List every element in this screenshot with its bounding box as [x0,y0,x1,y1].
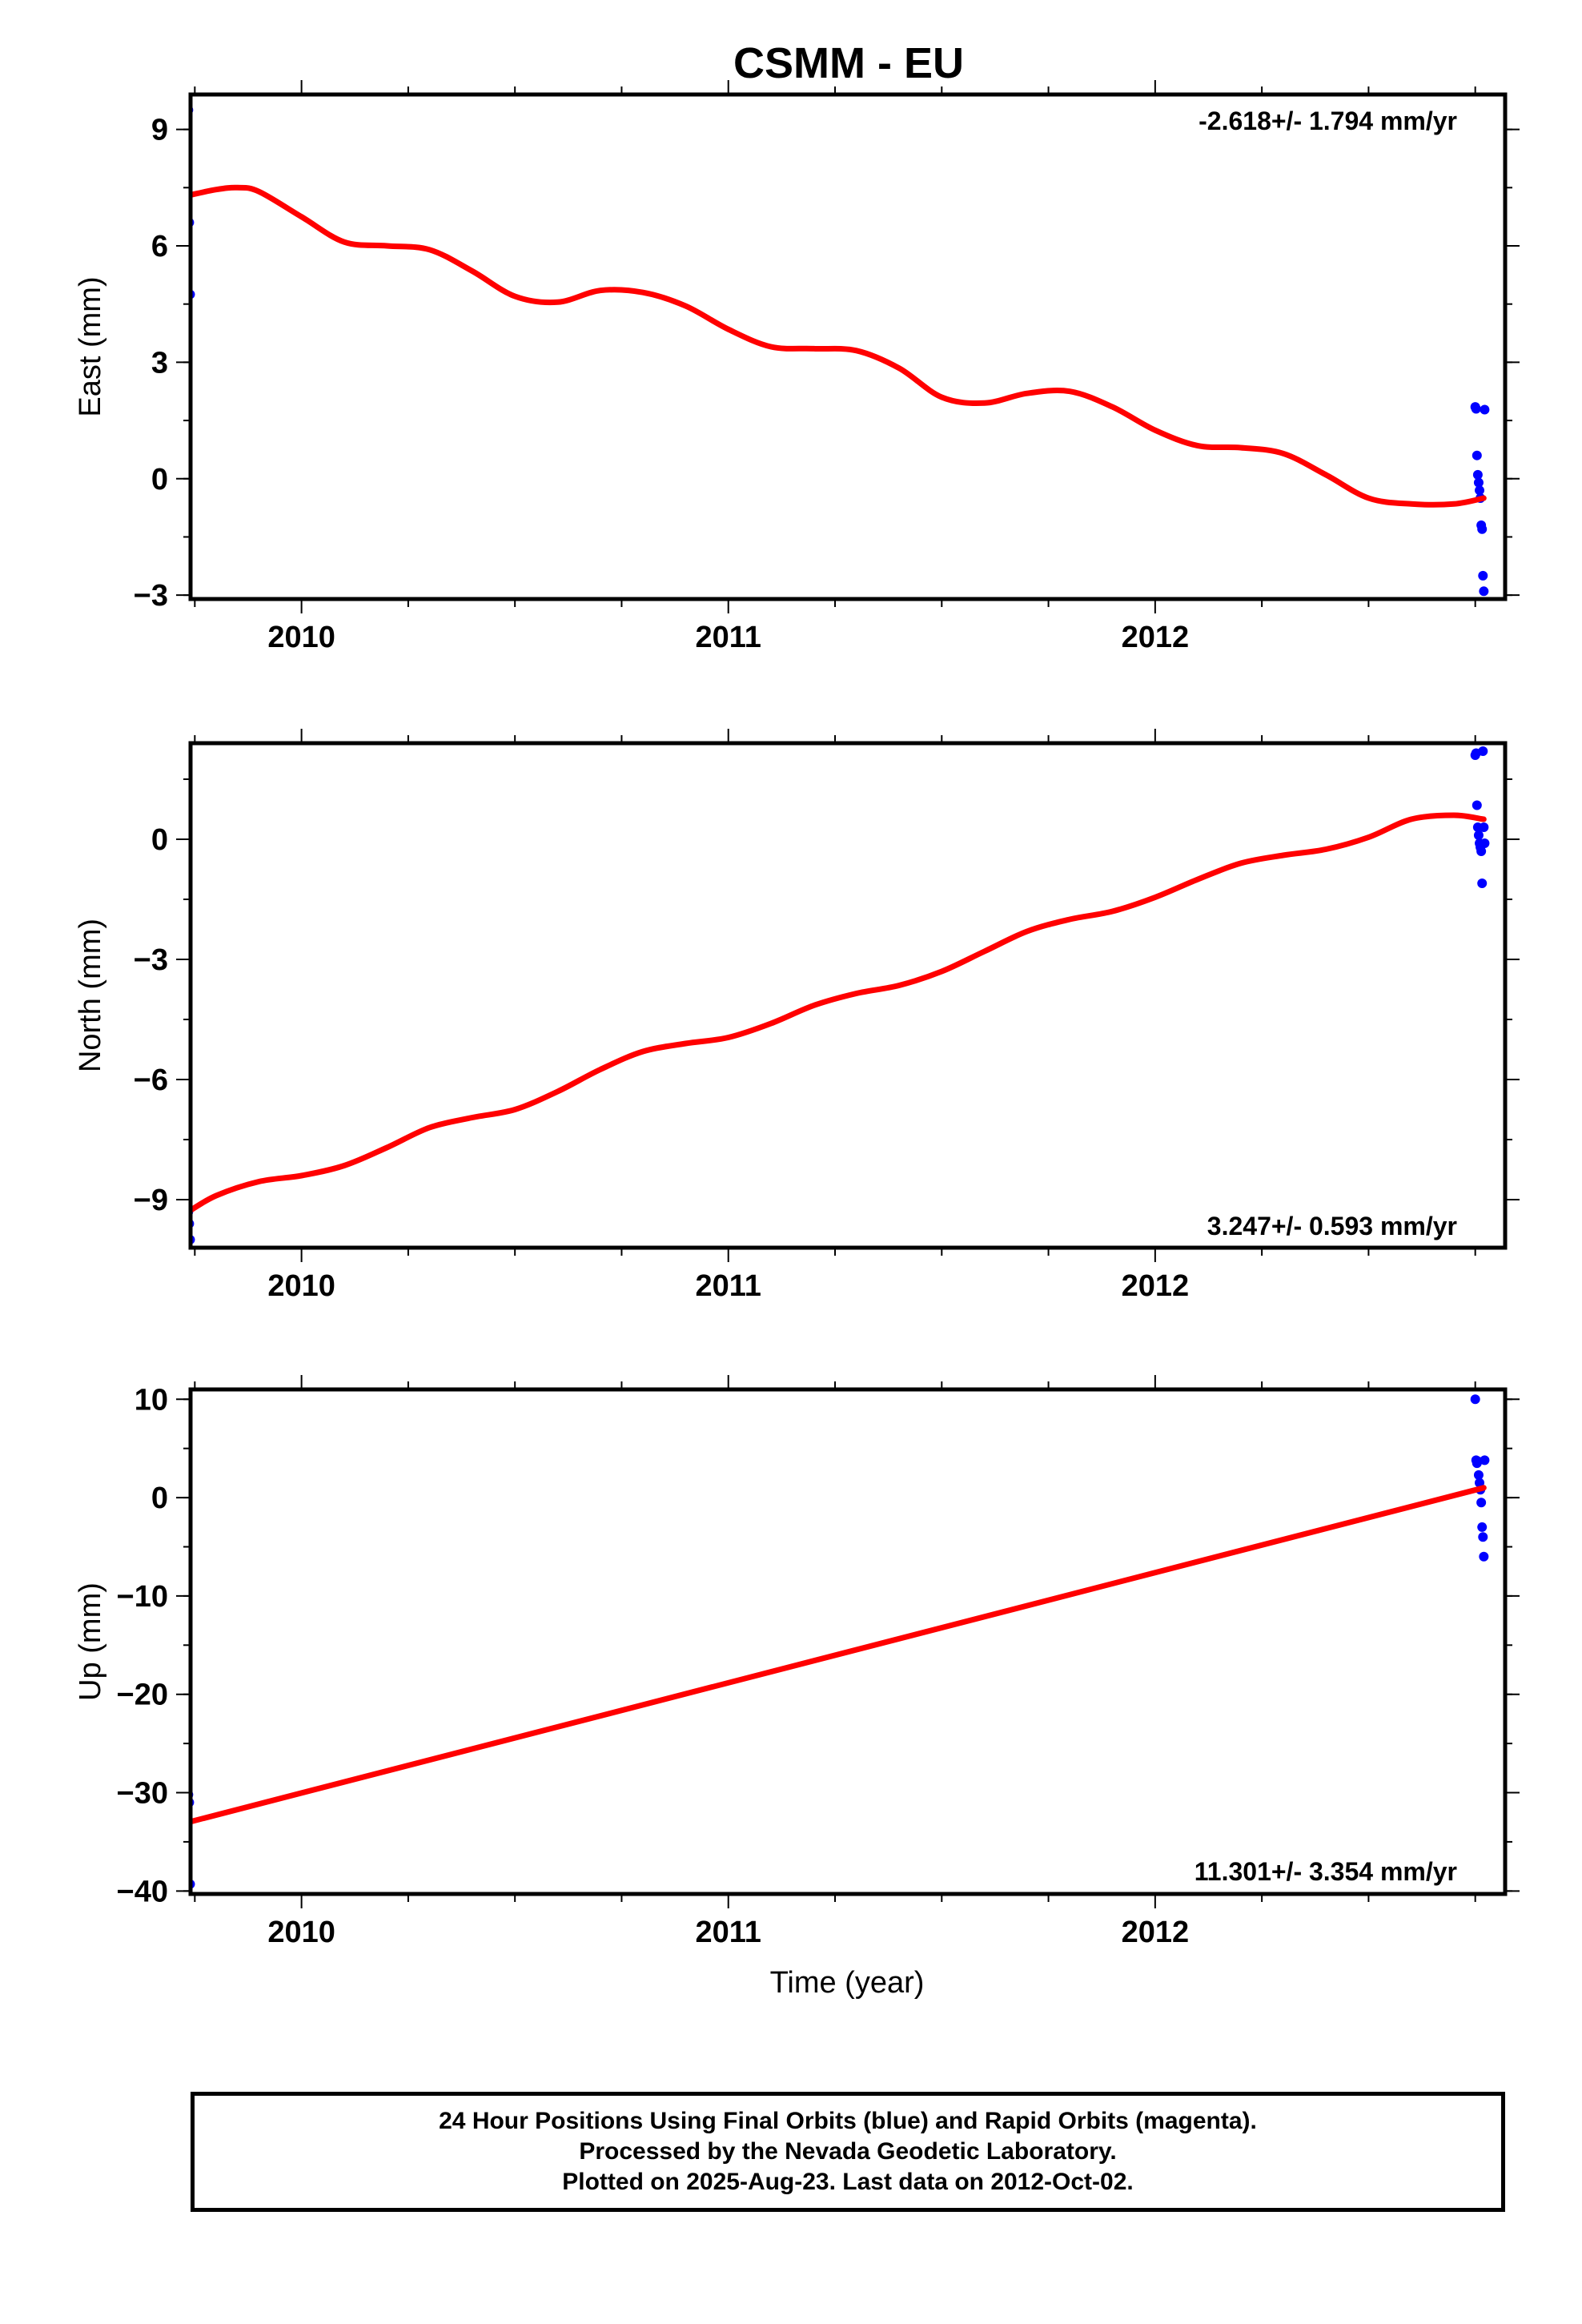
data-point-up [1479,1551,1489,1562]
rate-label-east: -2.618+/- 1.794 mm/yr [1199,107,1457,135]
x-tick-label: 2012 [1122,621,1190,654]
y-tick-label: 0 [151,463,168,497]
y-axis-label-up: Up (mm) [74,1582,107,1701]
y-tick-label: 0 [151,1482,168,1515]
x-axis-label: Time (year) [770,1966,925,2000]
x-tick-label: 2010 [267,621,335,654]
y-tick-label: −3 [134,943,168,977]
panel-north: 2010 2011 2012 −9 −6 −3 0 North (mm) 3.247+/- 0.… [74,729,1520,1303]
axes-frame-north [188,741,1508,1250]
x-tick-label: 2012 [1122,1269,1190,1303]
y-tick-label: −6 [134,1063,168,1097]
x-tick-label: 2012 [1122,1916,1190,1949]
panel-up: 2010 2011 2012 −40 −30 −20 −10 0 10 Up (mm) 11.301… [74,1375,1520,1949]
y-axis-label-east: East (mm) [74,276,107,416]
data-point-up [1478,1532,1488,1542]
rate-label-up: 11.301+/- 3.354 mm/yr [1195,1857,1457,1886]
fit-line-east [191,184,1487,508]
data-point-east [1477,524,1488,534]
y-tick-label: −40 [117,1875,168,1908]
y-tick-label: 3 [151,346,168,380]
x-tick-label: 2011 [696,621,761,654]
data-point-up [1477,1522,1488,1532]
data-point-up [1476,1498,1487,1508]
data-point-north [1472,800,1482,810]
data-point-east [1472,469,1483,480]
figure-title: CSMM - EU [733,39,964,87]
axes-frame-east [188,92,1508,601]
y-tick-label: −3 [134,579,168,613]
data-point-east [1480,404,1490,415]
y-tick-label: −20 [117,1679,168,1712]
data-point-north [1477,879,1488,888]
data-point-north [1473,830,1484,840]
axes-frame-up [188,1387,1508,1896]
y-tick-label: 9 [151,114,168,147]
data-point-east [1472,450,1482,460]
rate-label-north: 3.247+/- 0.593 mm/yr [1207,1212,1457,1240]
y-tick-label: −9 [134,1184,168,1217]
y-axis-label-north: North (mm) [74,919,107,1072]
data-point-north [1476,846,1487,856]
data-point-up [1473,1470,1484,1480]
data-point-north [1480,838,1490,848]
panel-east: 2010 2011 2012 −3 0 3 6 9 East (mm) -2.618+/- 1.7… [74,80,1520,654]
data-point-east [1471,404,1481,414]
data-point-up [1470,1394,1480,1405]
footer-line-2: Processed by the Nevada Geodetic Laborat… [579,2138,1117,2165]
data-point-east [1479,586,1489,597]
plot-area-east [191,106,1490,597]
fit-line-up [191,1485,1487,1825]
y-tick-label: 0 [151,823,168,857]
plot-area-north [191,746,1490,1244]
footer-line-1: 24 Hour Positions Using Final Orbits (bl… [439,2108,1257,2134]
data-point-north [1478,746,1488,756]
data-point-east [1473,477,1484,488]
fit-line-north [191,812,1487,1214]
plot-area-up [191,1394,1490,1889]
y-tick-label: 6 [151,230,168,263]
data-point-north [1479,822,1489,832]
y-tick-label: −10 [117,1580,168,1614]
x-tick-label: 2011 [696,1269,761,1303]
footer-caption-box: 24 Hour Positions Using Final Orbits (bl… [191,2092,1505,2212]
x-tick-label: 2010 [267,1269,335,1303]
x-tick-label: 2011 [696,1916,761,1949]
data-point-east [1475,485,1485,496]
y-tick-label: 10 [135,1383,168,1417]
x-tick-label: 2010 [267,1916,335,1949]
data-point-up [1480,1455,1490,1466]
y-tick-label: −30 [117,1777,168,1811]
footer-line-3: Plotted on 2025-Aug-23. Last data on 201… [562,2169,1134,2195]
data-point-east [1478,570,1488,581]
